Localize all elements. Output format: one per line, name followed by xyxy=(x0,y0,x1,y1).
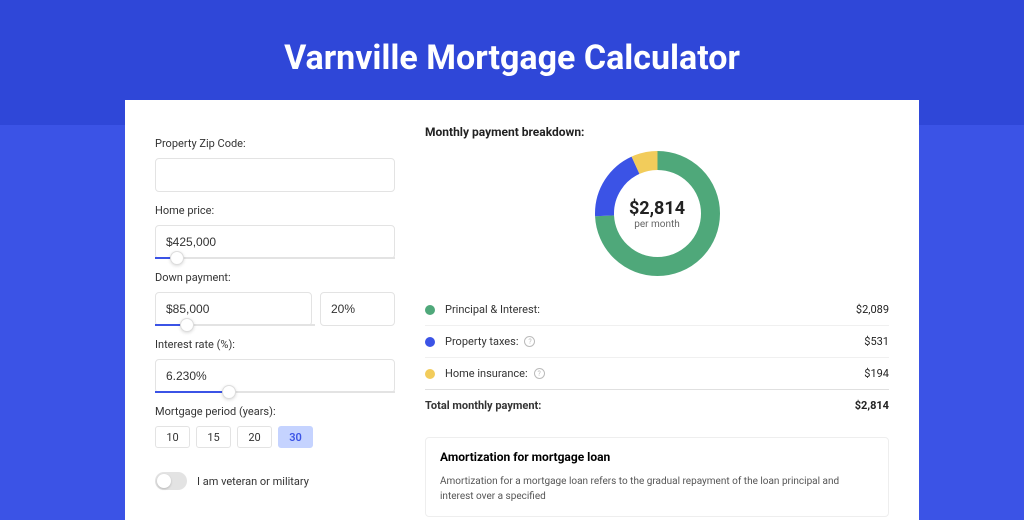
legend-dot xyxy=(425,305,435,315)
home-price-input[interactable] xyxy=(155,225,395,259)
breakdown-panel: Monthly payment breakdown: $2,814 per mo… xyxy=(425,125,889,520)
veteran-toggle[interactable] xyxy=(155,472,187,490)
amortization-text: Amortization for a mortgage loan refers … xyxy=(440,474,874,504)
breakdown-value: $531 xyxy=(864,335,889,348)
breakdown-row: Principal & Interest:$2,089 xyxy=(425,294,889,325)
legend-dot xyxy=(425,337,435,347)
calculator-card: Property Zip Code: Home price: Down paym… xyxy=(125,100,919,520)
donut-amount: $2,814 xyxy=(629,198,685,219)
zip-label: Property Zip Code: xyxy=(155,137,395,150)
down-payment-label: Down payment: xyxy=(155,271,395,284)
down-payment-slider[interactable] xyxy=(155,324,315,326)
down-percent-input[interactable] xyxy=(320,292,395,326)
period-buttons: 10 15 20 30 xyxy=(155,426,395,448)
down-amount-input[interactable] xyxy=(155,292,312,326)
period-button-10[interactable]: 10 xyxy=(155,426,190,448)
interest-rate-input[interactable] xyxy=(155,359,395,393)
home-price-slider[interactable] xyxy=(155,257,395,259)
total-value: $2,814 xyxy=(855,399,889,412)
period-label: Mortgage period (years): xyxy=(155,405,395,418)
info-icon[interactable]: ? xyxy=(524,336,535,347)
interest-rate-slider[interactable] xyxy=(155,391,395,393)
amortization-section: Amortization for mortgage loan Amortizat… xyxy=(425,437,889,517)
form-panel: Property Zip Code: Home price: Down paym… xyxy=(155,125,395,520)
donut-sublabel: per month xyxy=(629,219,685,230)
info-icon[interactable]: ? xyxy=(534,368,545,379)
veteran-label: I am veteran or military xyxy=(197,475,309,488)
interest-rate-label: Interest rate (%): xyxy=(155,338,395,351)
breakdown-value: $2,089 xyxy=(856,303,889,316)
period-button-30[interactable]: 30 xyxy=(278,426,313,448)
donut-chart: $2,814 per month xyxy=(425,151,889,276)
home-price-label: Home price: xyxy=(155,204,395,217)
page-title: Varnville Mortgage Calculator xyxy=(284,38,740,78)
breakdown-row: Home insurance:?$194 xyxy=(425,357,889,389)
breakdown-label: Property taxes:? xyxy=(445,335,864,348)
total-label: Total monthly payment: xyxy=(425,399,855,412)
breakdown-value: $194 xyxy=(864,367,889,380)
breakdown-label: Home insurance:? xyxy=(445,367,864,380)
period-button-20[interactable]: 20 xyxy=(237,426,272,448)
legend-dot xyxy=(425,369,435,379)
breakdown-row: Property taxes:?$531 xyxy=(425,325,889,357)
zip-input[interactable] xyxy=(155,158,395,192)
breakdown-label: Principal & Interest: xyxy=(445,303,856,316)
amortization-title: Amortization for mortgage loan xyxy=(440,450,874,464)
period-button-15[interactable]: 15 xyxy=(196,426,231,448)
breakdown-title: Monthly payment breakdown: xyxy=(425,125,889,139)
